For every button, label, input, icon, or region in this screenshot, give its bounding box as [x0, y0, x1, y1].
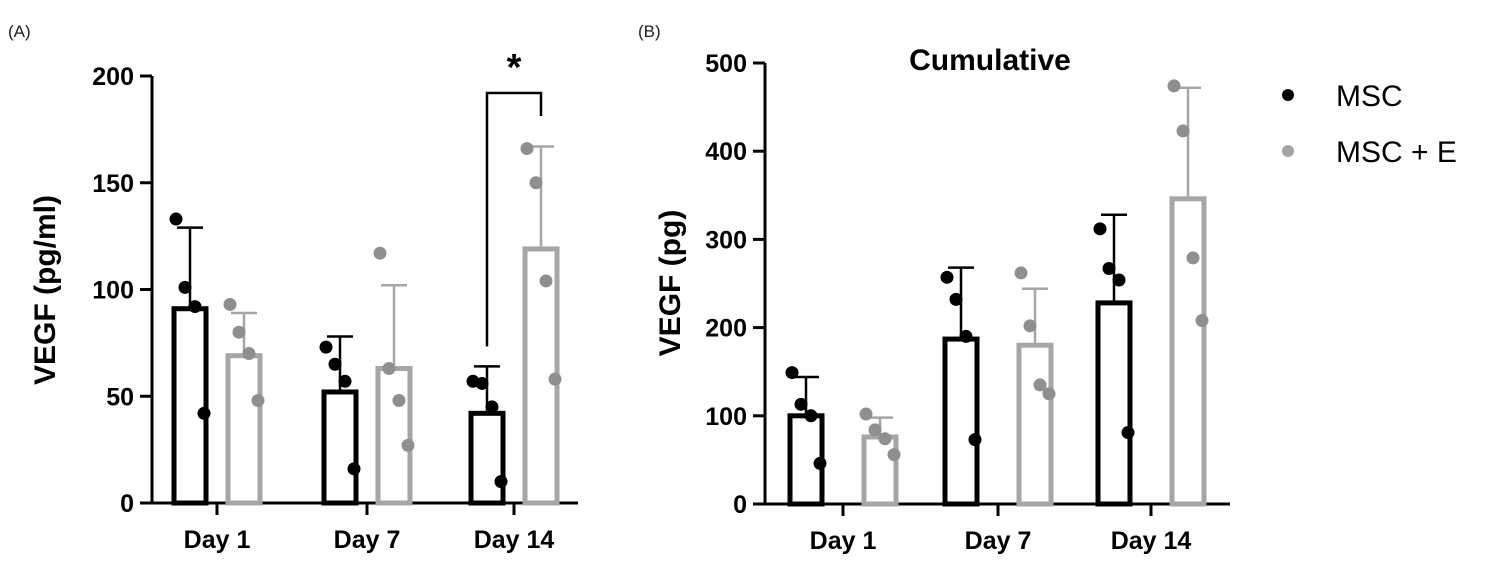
panel-a-point-msc-e — [373, 246, 387, 260]
panel-b-title: Cumulative — [909, 44, 1071, 77]
panel-a-point-msc — [319, 340, 333, 354]
panel-b-point-msc-e — [1014, 266, 1028, 280]
panel-a-point-msc — [338, 374, 352, 388]
panel-a-y-tick-label: 50 — [106, 383, 134, 411]
panel-b-point-msc — [959, 329, 973, 343]
panel-a-point-msc — [169, 212, 183, 226]
legend-swatch-msc-e — [1282, 145, 1294, 157]
panel-a-y-axis-title: VEGF (pg/ml) — [29, 195, 62, 385]
panel-b-point-msc-e — [1042, 387, 1056, 401]
panel-a-point-msc-e — [529, 176, 543, 190]
panel-b-x-tick-label: Day 7 — [965, 527, 1032, 555]
panel-a-bar-msc-e — [225, 353, 263, 506]
panel-a-bar-msc — [321, 389, 359, 506]
panel-b-y-tick-label: 500 — [705, 50, 747, 78]
panel-b-bar-msc — [942, 336, 980, 507]
panel-a-point-msc-e — [382, 361, 396, 375]
panel-b-y-tick-label: 200 — [705, 315, 747, 343]
panel-a-bar-msc — [468, 410, 506, 506]
panel-a-y-tick-label: 150 — [92, 170, 134, 198]
panel-a-x-tick-label: Day 14 — [474, 526, 555, 554]
panel-a-point-msc — [188, 300, 202, 314]
panel-b-y-axis-title: VEGF (pg) — [654, 210, 687, 357]
panel-b-bar-msc-e — [861, 434, 899, 507]
panel-a-y-tick-label: 100 — [92, 277, 134, 305]
panel-b-point-msc-e — [887, 448, 901, 462]
panel-b-point-msc-e — [868, 423, 882, 437]
panel-a-point-msc-e — [251, 394, 265, 408]
panel-a-point-msc-e — [392, 394, 406, 408]
panel-a-point-msc-e — [242, 347, 256, 361]
panel-a-x-tick-label: Day 1 — [184, 526, 251, 554]
panel-a-point-msc-e — [223, 297, 237, 311]
panel-a-point-msc — [197, 406, 211, 420]
panel-a-significance-bracket — [485, 91, 543, 347]
panel-b-point-msc — [1121, 426, 1135, 440]
panel-b-point-msc — [1093, 222, 1107, 236]
panel-b-label: (B) — [638, 22, 661, 41]
panel-b-point-msc — [804, 409, 818, 423]
panel-a-point-msc-e — [401, 438, 415, 452]
panel-a-point-msc-e — [548, 372, 562, 386]
panel-a-point-msc — [347, 462, 361, 476]
panel-b-point-msc — [785, 366, 799, 380]
panel-b-point-msc — [1112, 273, 1126, 287]
panel-a-x-tick-label: Day 7 — [334, 526, 401, 554]
panel-a-plot: 0 50 100 150 200 Day 1 Day 7 Day 14 * — [92, 47, 578, 554]
panel-b-point-msc — [940, 270, 954, 284]
panel-a-bar-msc-e — [375, 365, 413, 506]
panel-a-point-msc — [178, 280, 192, 294]
panel-a-y-tick-label: 200 — [92, 63, 134, 91]
panel-b-y-tick-label: 300 — [705, 226, 747, 254]
legend-swatch-msc — [1282, 89, 1294, 101]
panel-b-point-msc-e — [1186, 251, 1200, 265]
legend: MSC MSC + E — [1282, 80, 1457, 169]
panel-b-point-msc-e — [1176, 124, 1190, 138]
panel-b-x-tick-label: Day 14 — [1111, 527, 1192, 555]
panel-b-plot: 0 100 200 300 400 500 Day 1 Day 7 Day 14 — [705, 50, 1230, 555]
panel-b-point-msc-e — [878, 432, 892, 446]
panel-b-bar-msc-e — [1016, 342, 1054, 507]
panel-a-label: (A) — [8, 22, 31, 41]
panel-a-point-msc — [475, 376, 489, 390]
panel-a-point-msc — [328, 357, 342, 371]
panel-a-point-msc-e — [232, 325, 246, 339]
panel-a-point-msc-e — [520, 142, 534, 156]
panel-b-y-tick-label: 400 — [705, 138, 747, 166]
panel-a-point-msc-e — [539, 274, 553, 288]
panel-b-point-msc — [794, 397, 808, 411]
panel-b-point-msc-e — [1023, 319, 1037, 333]
panel-b-bar-msc-e — [1169, 196, 1207, 507]
panel-b-bar-msc — [1095, 300, 1133, 507]
panel-b-point-msc-e — [859, 407, 873, 421]
panel-b-y-tick-label: 0 — [733, 491, 747, 519]
panel-b-point-msc — [968, 433, 982, 447]
panel-a-significance-label: * — [507, 47, 522, 89]
legend-label-msc: MSC — [1336, 80, 1403, 113]
panel-a-bar-msc — [171, 306, 209, 506]
panel-b-point-msc — [813, 456, 827, 470]
panel-a-y-tick-label: 0 — [120, 490, 134, 518]
panel-b-point-msc — [949, 292, 963, 306]
panel-b-point-msc-e — [1033, 378, 1047, 392]
panel-b-point-msc — [1102, 262, 1116, 276]
panel-b-point-msc-e — [1167, 79, 1181, 93]
panel-b-point-msc-e — [1195, 314, 1209, 328]
panel-b-x-tick-label: Day 1 — [810, 527, 877, 555]
panel-a-point-msc — [485, 400, 499, 414]
panel-a-point-msc — [494, 475, 508, 489]
legend-label-msc-e: MSC + E — [1336, 136, 1457, 169]
panel-b-y-tick-label: 100 — [705, 403, 747, 431]
